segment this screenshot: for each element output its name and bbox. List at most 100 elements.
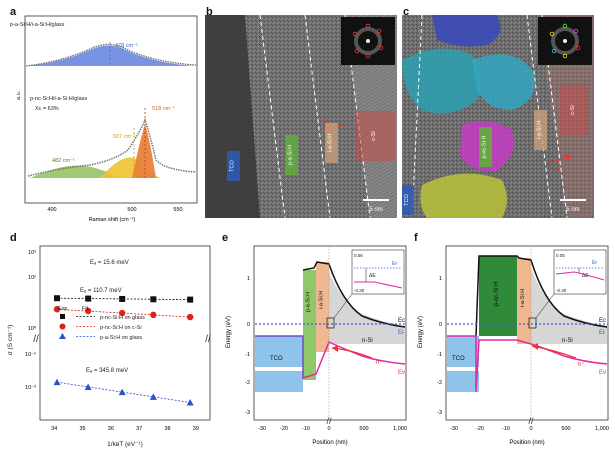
panel-d-ann-2: Eₐ = 110.7 meV (80, 288, 122, 294)
panel-d-legend-exp: Exp. (58, 306, 69, 312)
panel-b-tem-image: dp TCO p-a-Si:H i-a-Si:H c-Si 5 nm (205, 15, 397, 218)
panel-f-ytick: 1 (439, 276, 442, 282)
panel-e-xtick: -30 (258, 426, 266, 432)
panel-f-ytick: -2 (437, 380, 442, 386)
panel-e-inset-top: 0.06 (354, 253, 363, 258)
panel-d-ylabel: σ (S cm⁻¹) (7, 325, 14, 356)
panel-d-ann-3: Eₐ = 345.8 meV (86, 368, 128, 374)
panel-d-data-point (150, 296, 157, 303)
panel-f-xtick: 1,000 (595, 426, 609, 432)
panel-f-xlabel: Position (nm) (509, 440, 544, 446)
panel-a-peak-482: 482 cm⁻¹ (52, 158, 75, 164)
panel-f-ef: Eғ (599, 330, 606, 336)
panel-f-layer-i: i-a-Si:H (520, 289, 526, 307)
panel-d-data-point (187, 296, 194, 303)
svg-text://: // (205, 334, 211, 345)
panel-f-ytick: -3 (437, 410, 442, 416)
panel-d-ytick: 10² (28, 275, 36, 281)
panel-d-legend-1: p-nc-Si:H on glass (100, 315, 145, 321)
panel-d-ann-1: Eₐ = 15.6 meV (90, 260, 129, 266)
panel-c-label-tco: TCO (404, 193, 410, 205)
panel-f-ylabel: Energy (eV) (418, 316, 424, 348)
panel-e-layer-tco: TCO (270, 356, 283, 362)
panel-b-label-p: p-a-Si:H (288, 145, 294, 165)
panel-d-legend-3: p-a-Si:H on glass (100, 335, 142, 341)
panel-d-data-point (84, 383, 92, 390)
panel-e-layer-p: p-a-Si:H (306, 292, 312, 312)
panel-a-peak-518: 518 cm⁻¹ (152, 106, 175, 112)
panel-e-xtick: 500 (359, 426, 368, 432)
panel-d-xlabel: 1/kʙT (eV⁻¹) (107, 441, 143, 448)
panel-letter-f: f (414, 232, 418, 244)
panel-d-data-point (186, 398, 194, 406)
panel-e-ec: Eᴄ (398, 318, 405, 324)
panel-f-band-diagram: // 0.05 -0.30 ΔE Eғ p-nc-Si:H i-a-Si:H T… (418, 245, 609, 446)
svg-text://: // (326, 416, 332, 426)
panel-e-xtick: 1,000 (393, 426, 407, 432)
panel-a-xtick: 400 (47, 207, 56, 213)
panel-d-xtick: 37 (136, 426, 142, 432)
panel-a-xlabel: Raman shift (cm⁻¹) (89, 217, 136, 223)
panel-d-data-point (186, 313, 194, 321)
panel-a-xtick: 550 (173, 207, 182, 213)
panel-f-inset-bottom: -0.30 (556, 288, 567, 293)
panel-f-inset-ef: Eғ (592, 260, 597, 266)
panel-e-xlabel: Position (nm) (312, 440, 347, 446)
panel-d-data-point (85, 295, 92, 302)
panel-d-xtick: 38 (164, 426, 170, 432)
panel-c-label-p: p-nc-Si:H (482, 136, 488, 159)
panel-d-xtick: 35 (79, 426, 85, 432)
panel-f-ytick: 0 (439, 322, 442, 328)
panel-e-hplus: h⁺ (376, 359, 383, 366)
panel-a-xc: Xᴄ = 63% (35, 106, 59, 112)
panel-e-ytick: 0 (247, 322, 250, 328)
panel-f-ec: Eᴄ (599, 318, 606, 324)
panel-d-data-point (150, 311, 157, 319)
panel-d-conductivity-plot: // // 10³ 10² 10⁰ 10⁻² 10⁻³ 34 35 36 37 38 39 σ (… (7, 245, 211, 448)
panel-letter-d: d (10, 232, 17, 244)
panel-d-data-point (118, 309, 126, 317)
panel-d-ytick: 10⁻³ (25, 385, 36, 391)
panel-letter-c: c (403, 6, 410, 18)
panel-f-hplus: h⁺ (578, 361, 585, 368)
panel-a-top-peak: 478 cm⁻¹ (115, 43, 138, 49)
panel-f-xtick: 0 (529, 426, 532, 432)
panel-e-ytick: -2 (245, 380, 250, 386)
panel-d-data-point (53, 306, 61, 313)
panel-d-data-point (149, 393, 157, 400)
panel-e-xtick: -10 (302, 426, 310, 432)
panel-e-ytick: -1 (245, 352, 250, 358)
panel-e-ytick: -3 (245, 410, 250, 416)
panel-d-xtick: 39 (193, 426, 199, 432)
panel-a-raman: p-a-Si:H/i-a-Si:H/glass 478 cm⁻¹ p-nc-Si… (10, 15, 198, 223)
panel-d-data-point (54, 295, 60, 302)
panel-b-scalebar: 5 nm (369, 207, 382, 213)
panel-f-ytick: -1 (437, 352, 442, 358)
panel-f-layer-n: n-Si (562, 338, 573, 344)
panel-d-ytick: 10⁰ (28, 325, 37, 332)
panel-f-inset-top: 0.05 (556, 253, 565, 258)
panel-d-legend-2: p-nc-Si:H on c-Si (100, 325, 142, 331)
panel-e-ylabel: Energy (eV) (226, 316, 232, 348)
panel-letter-b: b (206, 6, 213, 18)
panel-a-ylabel: a.u. (16, 90, 22, 100)
panel-d-data-point (119, 295, 126, 302)
panel-b-label-csi: c-Si (371, 131, 377, 140)
panel-d-ytick: 10³ (28, 250, 36, 256)
svg-text://: // (33, 334, 39, 345)
panel-f-xtick: 500 (561, 426, 570, 432)
panel-b-label-i: i-a-Si:H (328, 134, 334, 152)
panel-f-ev: Eᴠ (599, 370, 606, 376)
panel-b-label-tco: TCO (230, 159, 236, 171)
panel-d-data-point (53, 378, 61, 386)
panel-f-inset-de: ΔE (582, 273, 589, 279)
panel-e-ev: Eᴠ (398, 370, 405, 376)
svg-text://: // (528, 416, 534, 426)
panel-f-layer-p: p-nc-Si:H (494, 281, 500, 306)
panel-f-xtick: -20 (476, 426, 484, 432)
panel-d-data-point (118, 388, 126, 396)
panel-c-inset-label: c-Si (552, 168, 561, 174)
panel-f-xtick: -10 (502, 426, 510, 432)
panel-a-xtick: 500 (127, 207, 136, 213)
panel-d-data-point (84, 307, 92, 315)
